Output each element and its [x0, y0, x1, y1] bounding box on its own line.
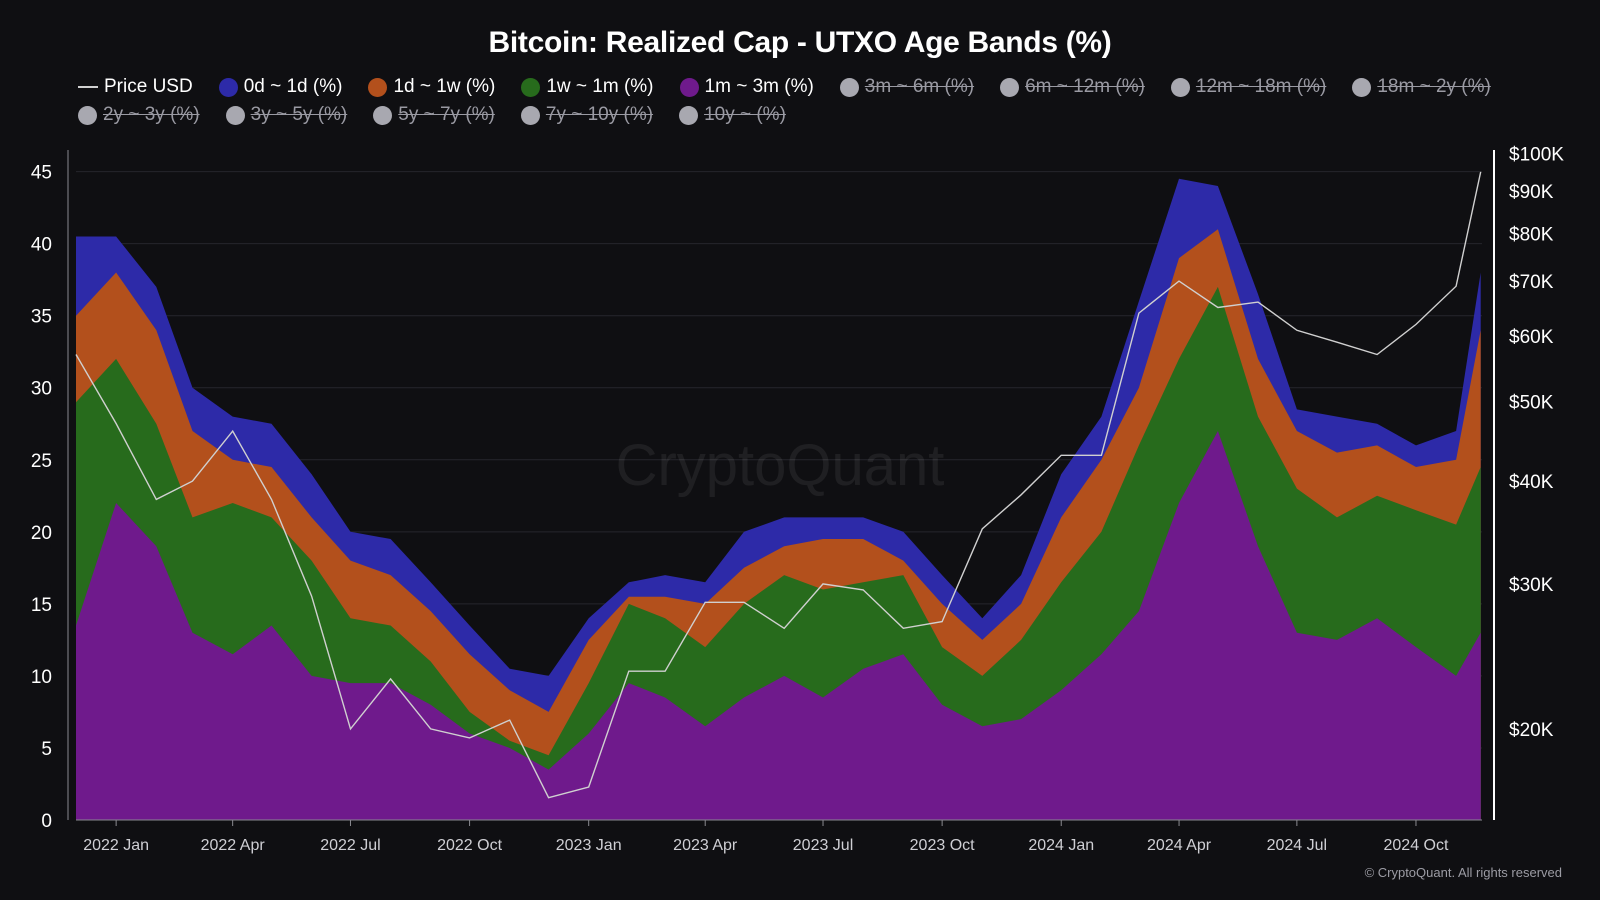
legend-item-9[interactable]: 2y ~ 3y (%) — [78, 104, 200, 126]
legend-item-13[interactable]: 10y ~ (%) — [679, 104, 786, 126]
y-left-tick-label: 5 — [41, 739, 52, 760]
legend-dot-marker — [373, 105, 393, 125]
y-right-tick-label: $70K — [1509, 272, 1554, 293]
legend-dot-marker — [1352, 77, 1372, 97]
chart-title: Bitcoin: Realized Cap - UTXO Age Bands (… — [488, 26, 1112, 59]
y-left-tick-label: 15 — [31, 595, 52, 616]
price-line-group — [75, 171, 1482, 799]
x-tick-label: 2022 Apr — [201, 837, 266, 854]
x-tick-label: 2023 Jul — [793, 837, 854, 854]
legend-dot-marker — [839, 77, 859, 97]
x-tick-label: 2024 Oct — [1384, 837, 1449, 854]
x-tick-label: 2024 Jul — [1267, 837, 1328, 854]
legend-label: 18m ~ 2y (%) — [1377, 76, 1491, 97]
legend-item-11[interactable]: 5y ~ 7y (%) — [373, 104, 495, 126]
price-usd-line — [75, 171, 1482, 799]
y-right-tick-label: $100K — [1509, 145, 1564, 166]
legend-item-7[interactable]: 12m ~ 18m (%) — [1170, 76, 1327, 98]
legend-item-5[interactable]: 3m ~ 6m (%) — [839, 76, 975, 98]
y-right-tick-label: $20K — [1509, 720, 1554, 741]
legend-label: 3y ~ 5y (%) — [250, 104, 348, 125]
legend-dot-marker — [521, 77, 541, 97]
legend-label: 1w ~ 1m (%) — [546, 76, 654, 97]
legend-item-2[interactable]: 1d ~ 1w (%) — [368, 76, 495, 98]
y-right-tick-label: $90K — [1509, 182, 1554, 203]
area-1m-3m- — [76, 431, 1481, 820]
y-left-tick-label: 20 — [31, 523, 52, 544]
x-tick-label: 2022 Oct — [437, 837, 502, 854]
legend-label: 0d ~ 1d (%) — [243, 76, 343, 97]
area-series-group — [76, 178, 1481, 821]
watermark: CryptoQuant — [616, 433, 945, 498]
y-left-tick-label: 40 — [31, 235, 52, 256]
y-right-tick-label: $40K — [1509, 472, 1554, 493]
y-left-tick-label: 10 — [31, 667, 52, 688]
legend-label: 3m ~ 6m (%) — [864, 76, 975, 97]
x-tick-label: 2024 Apr — [1147, 837, 1212, 854]
legend-label: 1d ~ 1w (%) — [393, 76, 496, 97]
legend-item-0[interactable]: Price USD — [78, 76, 193, 98]
y-right-tick-label: $50K — [1509, 392, 1554, 413]
legend-label: 10y ~ (%) — [704, 104, 786, 125]
legend-dot-marker — [78, 105, 97, 125]
x-tick-label: 2023 Apr — [673, 837, 738, 854]
legend-item-12[interactable]: 7y ~ 10y (%) — [520, 104, 654, 126]
legend-label: 2y ~ 3y (%) — [103, 104, 200, 125]
legend-dot-marker — [679, 105, 699, 125]
x-tick-label: 2022 Jul — [320, 837, 381, 854]
y-left-tick-label: 45 — [31, 163, 52, 184]
legend-item-1[interactable]: 0d ~ 1d (%) — [218, 76, 343, 98]
legend-dot-marker — [218, 77, 238, 97]
y-right-tick-label: $60K — [1509, 327, 1554, 348]
legend-item-10[interactable]: 3y ~ 5y (%) — [225, 104, 348, 126]
legend-label: 6m ~ 12m (%) — [1025, 76, 1145, 97]
y-left-tick-label: 35 — [31, 307, 52, 328]
y-right-tick-label: $30K — [1509, 575, 1554, 596]
axes-group: 0 5 10 15 20 25 30 35 40 45 $20K $30K $40K $50K $60K $7… — [31, 145, 1564, 854]
x-tick-label: 2022 Jan — [83, 837, 149, 854]
legend-label: Price USD — [104, 76, 193, 97]
legend-item-4[interactable]: 1m ~ 3m (%) — [679, 76, 814, 98]
y-left-tick-label: 25 — [31, 451, 52, 472]
y-left-tick-label: 0 — [41, 811, 52, 832]
legend-dot-marker — [679, 77, 699, 97]
legend-line-marker — [78, 86, 98, 88]
legend-label: 5y ~ 7y (%) — [398, 104, 495, 125]
legend-label: 1m ~ 3m (%) — [704, 76, 814, 97]
legend-item-8[interactable]: 18m ~ 2y (%) — [1352, 76, 1491, 98]
x-tick-label: 2023 Oct — [910, 837, 975, 854]
y-left-tick-label: 30 — [31, 379, 52, 400]
legend-label: 12m ~ 18m (%) — [1195, 76, 1327, 97]
legend-label: 7y ~ 10y (%) — [545, 104, 654, 125]
legend-dot-marker — [1000, 77, 1020, 97]
x-tick-label: 2023 Jan — [556, 837, 622, 854]
legend-dot-marker — [225, 105, 245, 125]
legend-dot-marker — [368, 77, 388, 97]
x-tick-label: 2024 Jan — [1028, 837, 1094, 854]
legend-item-6[interactable]: 6m ~ 12m (%) — [1000, 76, 1145, 98]
legend-dot-marker — [1170, 77, 1190, 97]
y-right-tick-label: $80K — [1509, 224, 1554, 245]
legend-item-3[interactable]: 1w ~ 1m (%) — [521, 76, 654, 98]
legend: Price USD 0d ~ 1d (%) 1d ~ 1w (%) 1w ~ 1m (… — [78, 76, 1538, 126]
legend-dot-marker — [520, 105, 540, 125]
copyright-notice: © CryptoQuant. All rights reserved — [1364, 865, 1562, 880]
